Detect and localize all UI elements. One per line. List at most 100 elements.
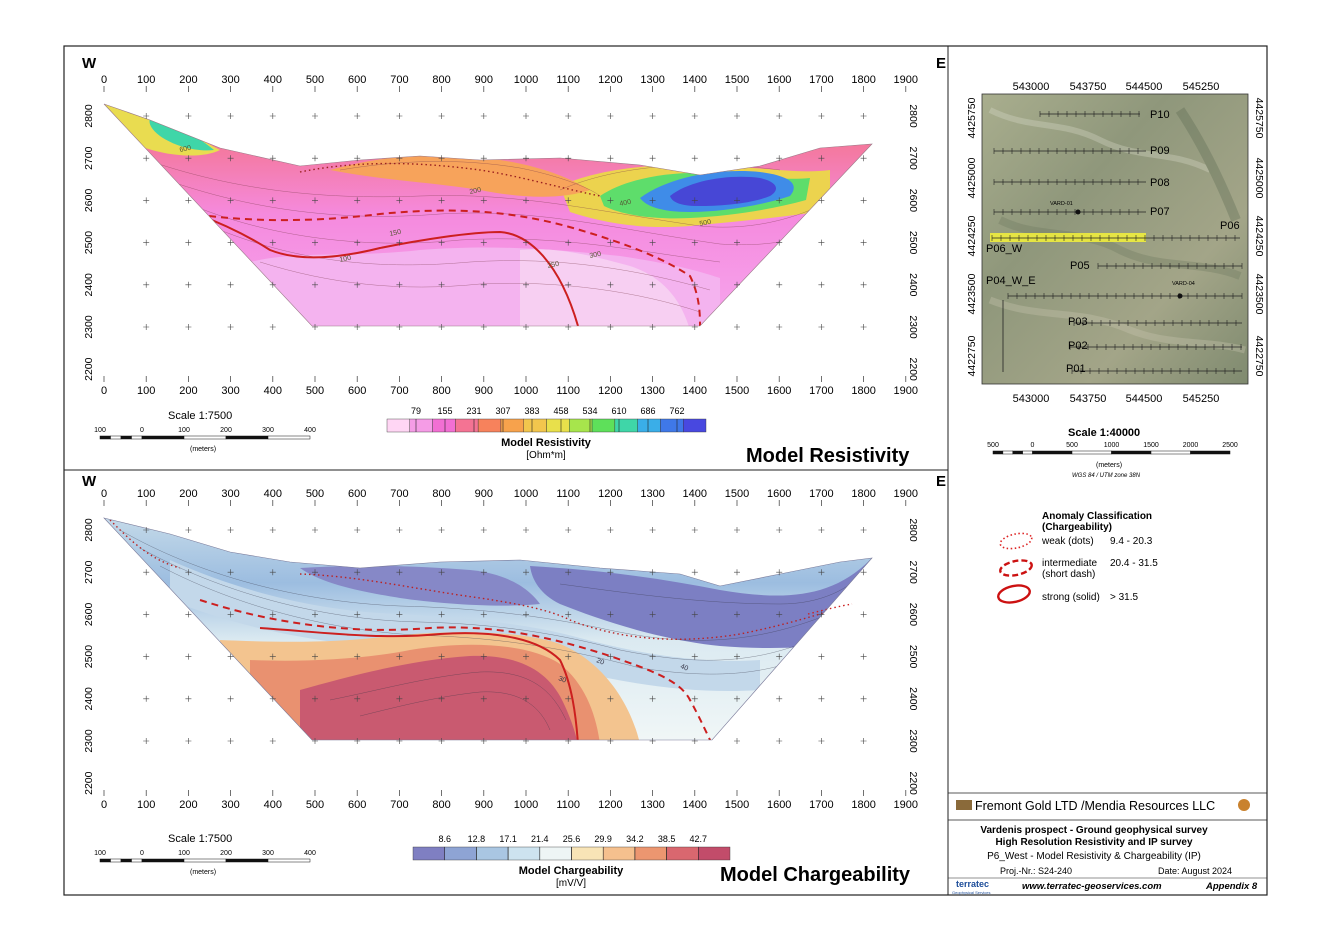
res-axis-top-tick-label: 500 <box>306 74 324 86</box>
grid-cross <box>649 281 656 288</box>
chg-axis-right-depth-label: 2600 <box>907 603 919 627</box>
location-map: P10 P09 P08 P07 P06 P06_W P05 P04_W_E P03 P02 P01 V… <box>966 81 1265 479</box>
title-block: Fremont Gold LTD /Mendia Resources LLC V… <box>948 792 1267 895</box>
grid-cross <box>860 324 867 330</box>
chg-legend-value-label: 34.2 <box>626 834 644 844</box>
west-label-2: W <box>82 473 97 490</box>
profile-label[interactable]: P06_W <box>986 243 1023 255</box>
res-axis-bottom-tick-label: 1400 <box>683 385 707 397</box>
chargeability-legend-title: Model Chargeability <box>519 865 624 877</box>
chg-legend-value-label: 38.5 <box>658 834 676 844</box>
map-labels: P10 P09 P08 P07 P06 P06_W P05 P04_W_E P03 P02 P01 V… <box>986 109 1240 375</box>
grid-cross <box>649 197 656 204</box>
profile-label[interactable]: P03 <box>1068 316 1088 328</box>
grid-cross <box>649 569 656 576</box>
map-scale-unit: (meters) <box>1096 462 1122 469</box>
res-axis-right-depth-label: 2400 <box>907 273 919 297</box>
profile-label[interactable]: P10 <box>1150 109 1170 121</box>
res-axis-bottom-tick-label: 800 <box>432 385 450 397</box>
grid-cross <box>565 738 572 744</box>
scale-segment <box>110 435 122 440</box>
grid-cross <box>776 155 783 162</box>
profile-label[interactable]: P08 <box>1150 177 1170 189</box>
borehole-marker[interactable] <box>1075 209 1081 215</box>
grid-cross <box>776 611 783 618</box>
anomaly-legend: Anomaly Classification (Chargeability) w… <box>997 511 1158 604</box>
grid-cross <box>523 281 529 288</box>
grid-cross <box>396 695 403 702</box>
res-legend-swatch <box>523 418 547 433</box>
res-axis-bottom-tick-label: 600 <box>348 385 366 397</box>
res-axis-left-depth-label: 2500 <box>83 231 95 255</box>
intermediate-anomaly-range: 20.4 - 31.5 <box>1110 558 1158 569</box>
map-scale-tick-label: 2000 <box>1183 442 1199 449</box>
profile-label[interactable]: P05 <box>1070 260 1090 272</box>
chg-axis-top-tick-label: 0 <box>101 488 107 500</box>
borehole-label: VARD-01 <box>1050 201 1073 207</box>
grid-cross <box>860 527 867 533</box>
res-legend-value-label: 686 <box>640 406 655 416</box>
grid-cross <box>143 653 150 660</box>
chg-axis-right-depth-label: 2800 <box>907 518 919 542</box>
grid-cross <box>438 527 445 533</box>
grid-cross <box>396 281 403 288</box>
map-scale-tick-label: 1000 <box>1104 442 1120 449</box>
chargeability-legend: 8.6 12.8 17.1 21.4 25.6 29.9 34.2 38.5 42.7 Mode… <box>412 834 731 889</box>
grid-cross <box>480 611 487 618</box>
grid-cross <box>776 653 783 660</box>
grid-cross <box>734 197 740 204</box>
scale-tick-label: 200 <box>220 427 232 434</box>
grid-cross <box>565 155 572 162</box>
grid-cross <box>480 653 487 660</box>
grid-cross <box>227 324 234 330</box>
chg-legend-swatch <box>539 846 572 861</box>
res-axis-top-tick-label: 300 <box>221 74 239 86</box>
grid-cross <box>438 324 445 330</box>
strong-anomaly-symbol <box>997 584 1031 604</box>
grid-cross <box>860 239 867 246</box>
resistivity-scale-bar: Scale 1:7500 100 0 100 200 300 400 (meters) <box>94 410 316 453</box>
grid-cross <box>607 155 614 162</box>
profile-label[interactable]: P06 <box>1220 220 1240 232</box>
res-axis-right-depth-label: 2700 <box>907 147 919 171</box>
map-left-northing-label: 4425750 <box>966 97 978 138</box>
grid-cross <box>565 527 572 533</box>
chg-axis-bottom-tick-label: 1000 <box>514 799 538 811</box>
chg-axis-bottom-tick-label: 600 <box>348 799 366 811</box>
chg-axis-top-tick-label: 1600 <box>767 488 791 500</box>
website-link[interactable]: www.terratec-geoservices.com <box>1022 881 1162 892</box>
strong-anomaly-range: > 31.5 <box>1110 592 1139 603</box>
res-legend-value-label: 383 <box>524 406 539 416</box>
grid-cross <box>185 197 192 204</box>
grid-cross <box>607 653 614 660</box>
borehole-marker[interactable] <box>1177 293 1183 299</box>
grid-cross <box>734 611 740 618</box>
grid-cross <box>565 569 572 576</box>
map-right-northing-label: 4423500 <box>1253 274 1265 315</box>
profile-label[interactable]: P01 <box>1066 363 1086 375</box>
chg-axis-bottom-tick-label: 500 <box>306 799 324 811</box>
profile-label[interactable]: P07 <box>1150 206 1170 218</box>
scale-tick-label: 100 <box>94 427 106 434</box>
grid-cross <box>354 281 361 288</box>
east-label-2: E <box>936 473 946 490</box>
res-axis-bottom-tick-label: 1800 <box>851 385 875 397</box>
res-legend-swatch <box>432 418 456 433</box>
chg-axis-right-depth-label: 2400 <box>907 687 919 711</box>
res-axis-bottom-tick-label: 700 <box>390 385 408 397</box>
grid-cross <box>523 738 529 744</box>
profile-label[interactable]: P02 <box>1068 340 1088 352</box>
contour-label: 40 <box>679 663 689 672</box>
profile-label[interactable]: P04_W_E <box>986 275 1036 287</box>
profile-label[interactable]: P09 <box>1150 145 1170 157</box>
chargeability-title: Model Chargeability <box>720 864 911 886</box>
scale-bar-graphic: 100 0 100 200 300 400 <box>94 427 316 440</box>
res-axis-bottom-tick-label: 400 <box>264 385 282 397</box>
grid-cross <box>523 197 529 204</box>
intermediate-anomaly-symbol <box>999 559 1033 577</box>
res-legend-swatch <box>660 418 684 433</box>
grid-cross <box>691 695 698 702</box>
grid-cross <box>269 695 276 702</box>
chg-axis-top-tick-label: 1700 <box>809 488 833 500</box>
grid-cross <box>649 155 656 162</box>
